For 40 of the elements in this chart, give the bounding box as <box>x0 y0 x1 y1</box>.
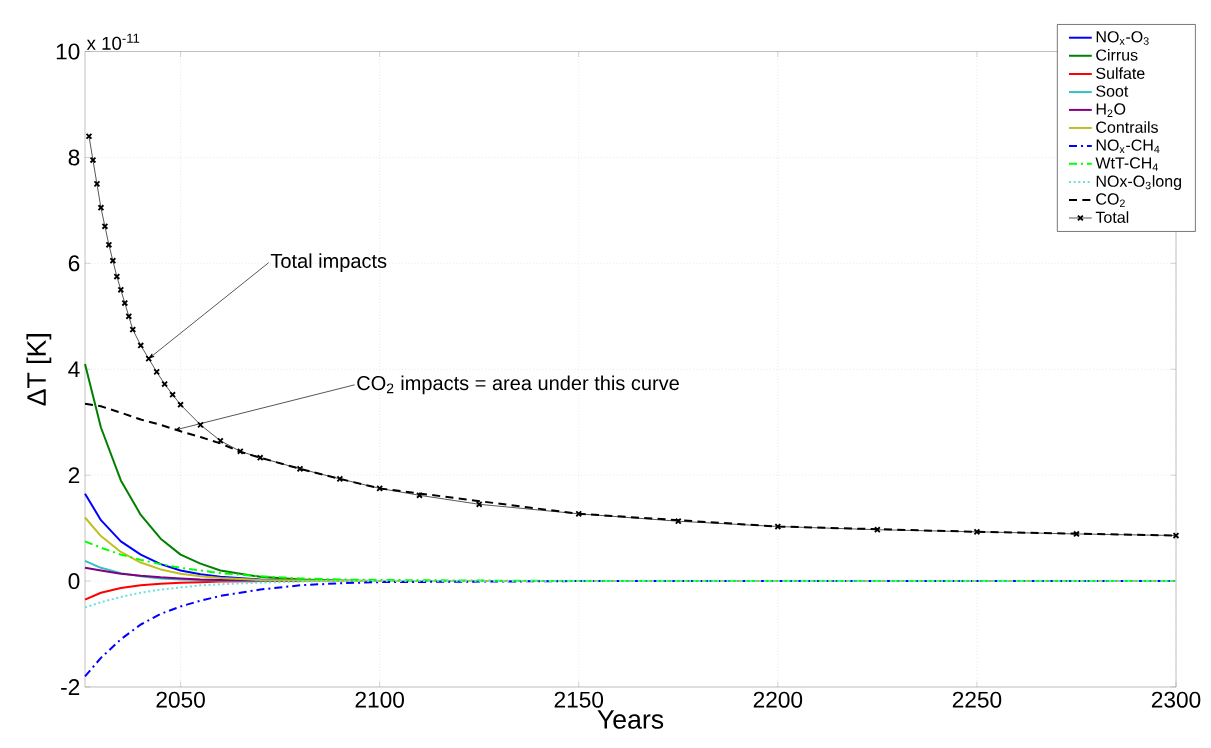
legend-label: NO$_{x}$-CH$_{4}$ <box>1096 139 1160 153</box>
y-tick-label: 8 <box>68 149 80 166</box>
point <box>177 401 184 409</box>
annotation: CO$_{2}$ impacts = area under this curve <box>357 375 679 395</box>
point <box>105 241 113 249</box>
x-tick-label: 2200 <box>753 691 803 708</box>
annotation: Total impacts <box>270 253 387 272</box>
point <box>85 132 93 140</box>
point <box>296 465 304 473</box>
legend-label: Contrails <box>1096 121 1158 133</box>
point <box>973 528 981 536</box>
y-axis-title: ΔT [K] <box>26 334 52 406</box>
text: x 10$^{-11}$ <box>86 33 140 50</box>
legend-label: NOx-O$_{3}$long <box>1096 175 1181 191</box>
point <box>121 299 129 307</box>
point <box>93 180 101 188</box>
y-tick-label: 10 <box>56 43 80 60</box>
x-tick-label: 2050 <box>156 691 205 708</box>
x-tick-label: 2100 <box>355 691 404 708</box>
point <box>416 491 423 499</box>
x-tick-label: 2300 <box>1151 691 1201 708</box>
legend-label: H$_{2}$O <box>1096 103 1126 117</box>
legend-label: Cirrus <box>1096 48 1138 61</box>
legend-label: Total <box>1095 211 1129 223</box>
y-tick-label: 6 <box>68 255 80 272</box>
y-tick-label: -2 <box>61 679 80 695</box>
legend-label: Soot <box>1096 85 1129 97</box>
point <box>129 326 137 333</box>
y-tick-label: 2 <box>68 467 80 484</box>
y-tick-label: 0 <box>68 573 80 590</box>
legend-label: WtT-CH$_{4}$ <box>1095 157 1158 171</box>
x-axis-title: Years <box>597 710 664 729</box>
legend-label: Sulfate <box>1096 67 1145 79</box>
legend-label: CO$_{2}$ <box>1096 193 1125 207</box>
y-tick-label: 4 <box>68 361 80 378</box>
point <box>89 156 97 164</box>
x-tick-label: 2150 <box>554 691 604 708</box>
x-tick-label: 2250 <box>952 691 1002 708</box>
point <box>336 475 344 483</box>
legend-label: NO$_{x}$-O$_{3}$ <box>1096 31 1149 45</box>
